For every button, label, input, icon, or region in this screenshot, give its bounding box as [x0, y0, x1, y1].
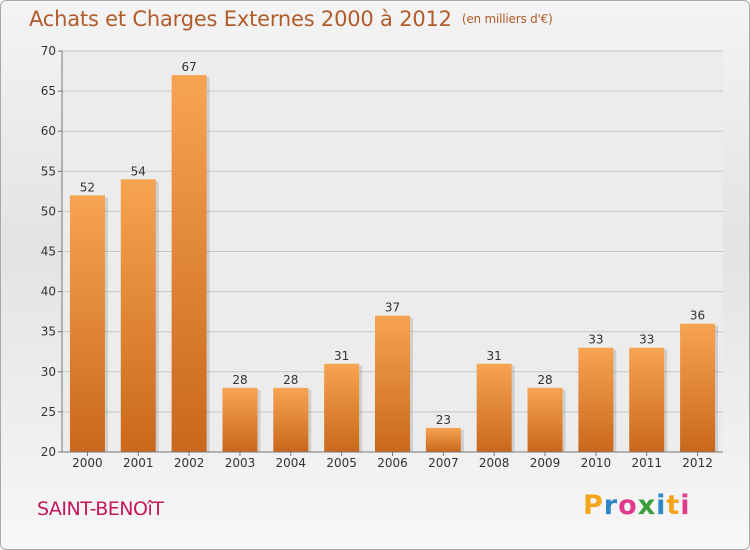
bar	[324, 363, 360, 452]
x-tick-label: 2001	[123, 456, 154, 470]
data-label: 23	[436, 413, 451, 427]
y-axis: 20 25 30 35 40 45 50 55 60 65 70	[41, 44, 63, 459]
y-tick-label: 35	[41, 325, 56, 339]
y-tick-label: 45	[41, 245, 56, 259]
data-label: 67	[181, 60, 196, 74]
y-tick-label: 60	[41, 124, 56, 138]
x-tick-label: 2010	[581, 456, 612, 470]
y-tick-label: 25	[41, 405, 56, 419]
bar	[222, 387, 258, 452]
bar	[629, 347, 665, 452]
x-tick-label: 2012	[682, 456, 713, 470]
x-tick-label: 2005	[326, 456, 357, 470]
bars: 52 54 67 28 28 31 37 23 31 28 33 33 36	[69, 60, 719, 453]
logo-letter: i	[680, 490, 691, 521]
y-tick-label: 55	[41, 164, 56, 178]
bar	[375, 315, 410, 452]
logo-letter: t	[666, 490, 681, 521]
x-axis: 2000 2001 2002 2003 2004 2005 2006 2007 2008 2009…	[62, 451, 723, 470]
logo-letter: P	[583, 490, 604, 521]
data-label: 31	[487, 349, 502, 363]
y-tick-label: 30	[41, 365, 56, 379]
data-label: 28	[283, 373, 298, 387]
y-tick-label: 50	[41, 204, 56, 218]
data-label: 28	[537, 373, 552, 387]
data-label: 37	[385, 301, 400, 315]
x-tick-label: 2004	[276, 456, 307, 470]
logo-letter: i	[656, 490, 667, 521]
data-label: 36	[690, 309, 705, 323]
y-tick-label: 65	[41, 84, 56, 98]
place-name: SAINT-BENOîT	[37, 498, 164, 520]
bar	[120, 179, 156, 452]
x-tick-label: 2000	[72, 456, 103, 470]
y-tick-label: 40	[41, 285, 56, 299]
data-label: 31	[334, 349, 349, 363]
data-label: 52	[80, 180, 95, 194]
x-tick-label: 2006	[377, 456, 408, 470]
data-label: 28	[232, 373, 247, 387]
logo-letter: r	[603, 490, 619, 521]
x-tick-label: 2003	[225, 456, 256, 470]
logo-letter: o	[618, 490, 638, 521]
bar	[527, 387, 563, 452]
x-tick-label: 2007	[428, 456, 459, 470]
x-tick-label: 2011	[631, 456, 662, 470]
x-tick-label: 2002	[174, 456, 205, 470]
bar	[171, 75, 207, 452]
bar	[680, 323, 716, 452]
chart-unit: (en milliers d'€)	[461, 12, 553, 26]
logo-letter: x	[637, 490, 657, 521]
bar	[425, 427, 461, 452]
data-label: 54	[131, 164, 146, 178]
y-tick-label: 20	[41, 445, 56, 459]
bar	[578, 347, 614, 452]
data-label: 33	[639, 333, 654, 347]
bar	[273, 387, 309, 452]
proxiti-logo: Proxiti	[583, 490, 691, 521]
x-tick-label: 2008	[479, 456, 510, 470]
chart-title-text: Achats et Charges Externes 2000 à 2012	[29, 7, 452, 31]
bar	[69, 195, 105, 453]
x-tick-label: 2009	[530, 456, 561, 470]
y-tick-label: 70	[41, 44, 56, 58]
data-label: 33	[588, 333, 603, 347]
chart-title: Achats et Charges Externes 2000 à 2012 (e…	[29, 7, 553, 31]
bar	[476, 363, 512, 452]
